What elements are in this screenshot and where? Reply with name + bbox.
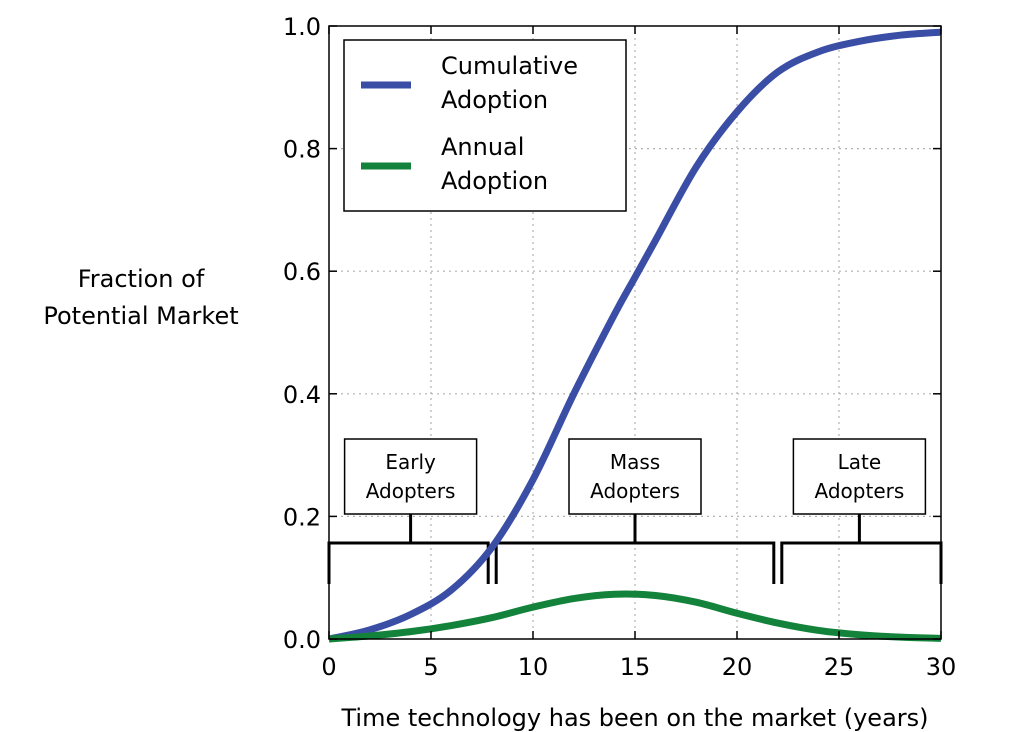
phase-1: Mass Adopters xyxy=(494,438,776,584)
y-tick-label: 0.2 xyxy=(283,503,321,531)
legend: Cumulative Adoption Annual Adoption xyxy=(343,39,627,212)
x-tick-label: 10 xyxy=(518,653,549,681)
phase-label: Mass xyxy=(610,450,660,474)
phase-label: Adopters xyxy=(366,479,456,503)
x-axis-label: Time technology has been on the market (… xyxy=(340,704,928,732)
y-tick-label: 0.6 xyxy=(283,258,321,286)
legend-box xyxy=(343,39,627,212)
x-tick-label: 15 xyxy=(620,653,651,681)
y-axis-label-line1: Fraction of xyxy=(78,265,205,293)
phase-2: Late Adopters xyxy=(780,438,943,584)
phase-bracket xyxy=(780,541,943,584)
x-tick-label: 20 xyxy=(722,653,753,681)
y-tick-label: 1.0 xyxy=(283,13,321,41)
x-tick-label: 0 xyxy=(321,653,336,681)
y-tick-label: 0.0 xyxy=(283,626,321,654)
phase-label: Early xyxy=(385,450,436,474)
x-tick-label: 30 xyxy=(926,653,957,681)
x-tick-label: 5 xyxy=(423,653,438,681)
ticks: 0 5 10 15 20 25 30 0.0 0.2 0.4 0.6 0.8 1.0 xyxy=(283,13,956,681)
y-tick-label: 0.8 xyxy=(283,136,321,164)
phase-annotations: Early Adopters Mass Adopters Late Adopters xyxy=(327,438,943,584)
phase-label: Adopters xyxy=(815,479,905,503)
y-tick-label: 0.4 xyxy=(283,381,321,409)
phase-label-box xyxy=(568,438,702,515)
x-tick-label: 25 xyxy=(824,653,855,681)
legend-label-cumulative-line2: Adoption xyxy=(441,86,548,114)
phase-label: Adopters xyxy=(590,479,680,503)
legend-label-annual-line2: Adoption xyxy=(441,167,548,195)
legend-label-annual-line1: Annual xyxy=(441,133,524,161)
phase-label: Late xyxy=(838,450,882,474)
series-line-cumulative xyxy=(328,28,942,643)
y-axis-label-line2: Potential Market xyxy=(43,302,238,330)
phase-0: Early Adopters xyxy=(327,438,490,584)
legend-label-cumulative-line1: Cumulative xyxy=(441,52,578,80)
phase-label-box xyxy=(792,438,927,515)
phase-label-box xyxy=(343,438,478,515)
